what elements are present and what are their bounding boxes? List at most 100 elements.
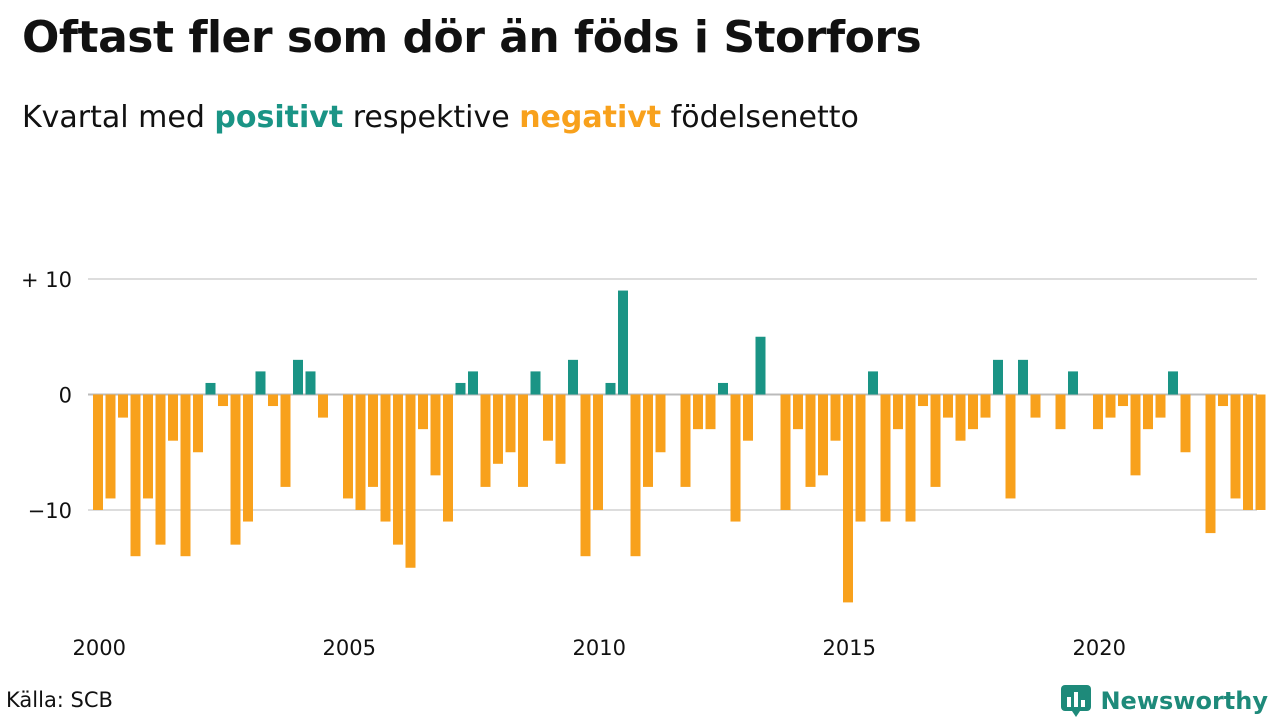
brand-name: Newsworthy <box>1100 687 1268 715</box>
bar <box>843 394 853 603</box>
bar <box>105 394 116 499</box>
bar <box>355 394 366 510</box>
y-tick-label: + 10 <box>21 268 72 292</box>
subtitle-positive-label: positivt <box>214 100 344 135</box>
bar <box>1230 394 1241 499</box>
bar <box>243 394 253 522</box>
bar <box>155 394 166 545</box>
bar <box>855 394 866 522</box>
bar <box>1068 371 1078 395</box>
x-tick-label: 2000 <box>73 636 126 660</box>
bar <box>718 382 728 395</box>
bar <box>305 371 316 395</box>
bar <box>468 371 478 395</box>
bar <box>793 394 803 430</box>
bar <box>1180 394 1191 453</box>
chart-title: Oftast fler som dör än föds i Storfors <box>22 12 922 63</box>
bar <box>493 394 503 464</box>
bar <box>868 371 878 395</box>
subtitle-negative-label: negativt <box>519 100 662 135</box>
bar <box>655 394 666 453</box>
bar <box>255 371 266 395</box>
y-axis-labels: + 10 0 −10 <box>21 268 72 523</box>
bar <box>1030 394 1041 418</box>
bar <box>530 371 541 395</box>
bar <box>393 394 403 545</box>
bar <box>343 394 353 499</box>
x-tick-label: 2020 <box>1073 636 1126 660</box>
bar <box>943 394 953 418</box>
bar <box>318 394 328 418</box>
bar <box>993 359 1003 395</box>
bar <box>268 394 278 407</box>
bar <box>93 394 103 510</box>
bar <box>743 394 753 441</box>
bar <box>418 394 428 430</box>
bar <box>893 394 903 430</box>
subtitle-middle: respektive <box>343 100 520 135</box>
bar <box>1168 371 1178 395</box>
bars-layer <box>93 290 1266 603</box>
bar <box>480 394 491 487</box>
x-tick-label: 2010 <box>573 636 626 660</box>
chart-subtitle: Kvartal med positivt respektive negativt… <box>22 100 859 135</box>
bar <box>968 394 978 430</box>
bar <box>555 394 566 464</box>
bar <box>980 394 991 418</box>
bar <box>193 394 203 453</box>
bar <box>443 394 453 522</box>
bar <box>1130 394 1141 476</box>
subtitle-prefix: Kvartal med <box>22 100 215 135</box>
bar <box>955 394 966 441</box>
bar <box>218 394 228 407</box>
bar <box>130 394 141 557</box>
bar <box>1155 394 1166 418</box>
bar <box>1093 394 1103 430</box>
bar <box>430 394 441 476</box>
bar <box>368 394 378 487</box>
bar <box>643 394 653 487</box>
bar <box>918 394 928 407</box>
bar <box>1218 394 1228 407</box>
bar <box>618 290 628 395</box>
bar <box>930 394 941 487</box>
source-note: Källa: SCB <box>6 688 113 712</box>
bar <box>805 394 816 487</box>
bar <box>693 394 703 430</box>
bar <box>143 394 153 499</box>
brand-logo: Newsworthy <box>1060 684 1268 718</box>
bar <box>118 394 128 418</box>
bar <box>380 394 391 522</box>
bar <box>1018 359 1028 395</box>
bar <box>1005 394 1016 499</box>
x-tick-label: 2005 <box>323 636 376 660</box>
bar <box>905 394 916 522</box>
bar <box>168 394 178 441</box>
bar <box>755 336 766 395</box>
bar <box>543 394 553 441</box>
bar <box>1055 394 1066 430</box>
bar <box>1205 394 1216 534</box>
x-tick-label: 2015 <box>823 636 876 660</box>
bar <box>680 394 691 487</box>
bar <box>455 382 466 395</box>
y-tick-label: −10 <box>28 499 72 523</box>
bar <box>880 394 891 522</box>
bar <box>1143 394 1153 430</box>
bar <box>605 382 616 395</box>
bar <box>405 394 416 568</box>
newsworthy-chart-bubble-icon <box>1061 685 1092 717</box>
bar <box>518 394 528 487</box>
bar <box>568 359 578 395</box>
bar <box>1105 394 1116 418</box>
bar <box>180 394 191 557</box>
bar <box>818 394 828 476</box>
bar <box>293 359 303 395</box>
bar <box>730 394 741 522</box>
bar <box>593 394 603 510</box>
bar <box>1118 394 1128 407</box>
bar <box>1243 394 1253 510</box>
x-axis-labels: 2000 2005 2010 2015 2020 <box>73 636 1126 660</box>
bar <box>630 394 641 557</box>
